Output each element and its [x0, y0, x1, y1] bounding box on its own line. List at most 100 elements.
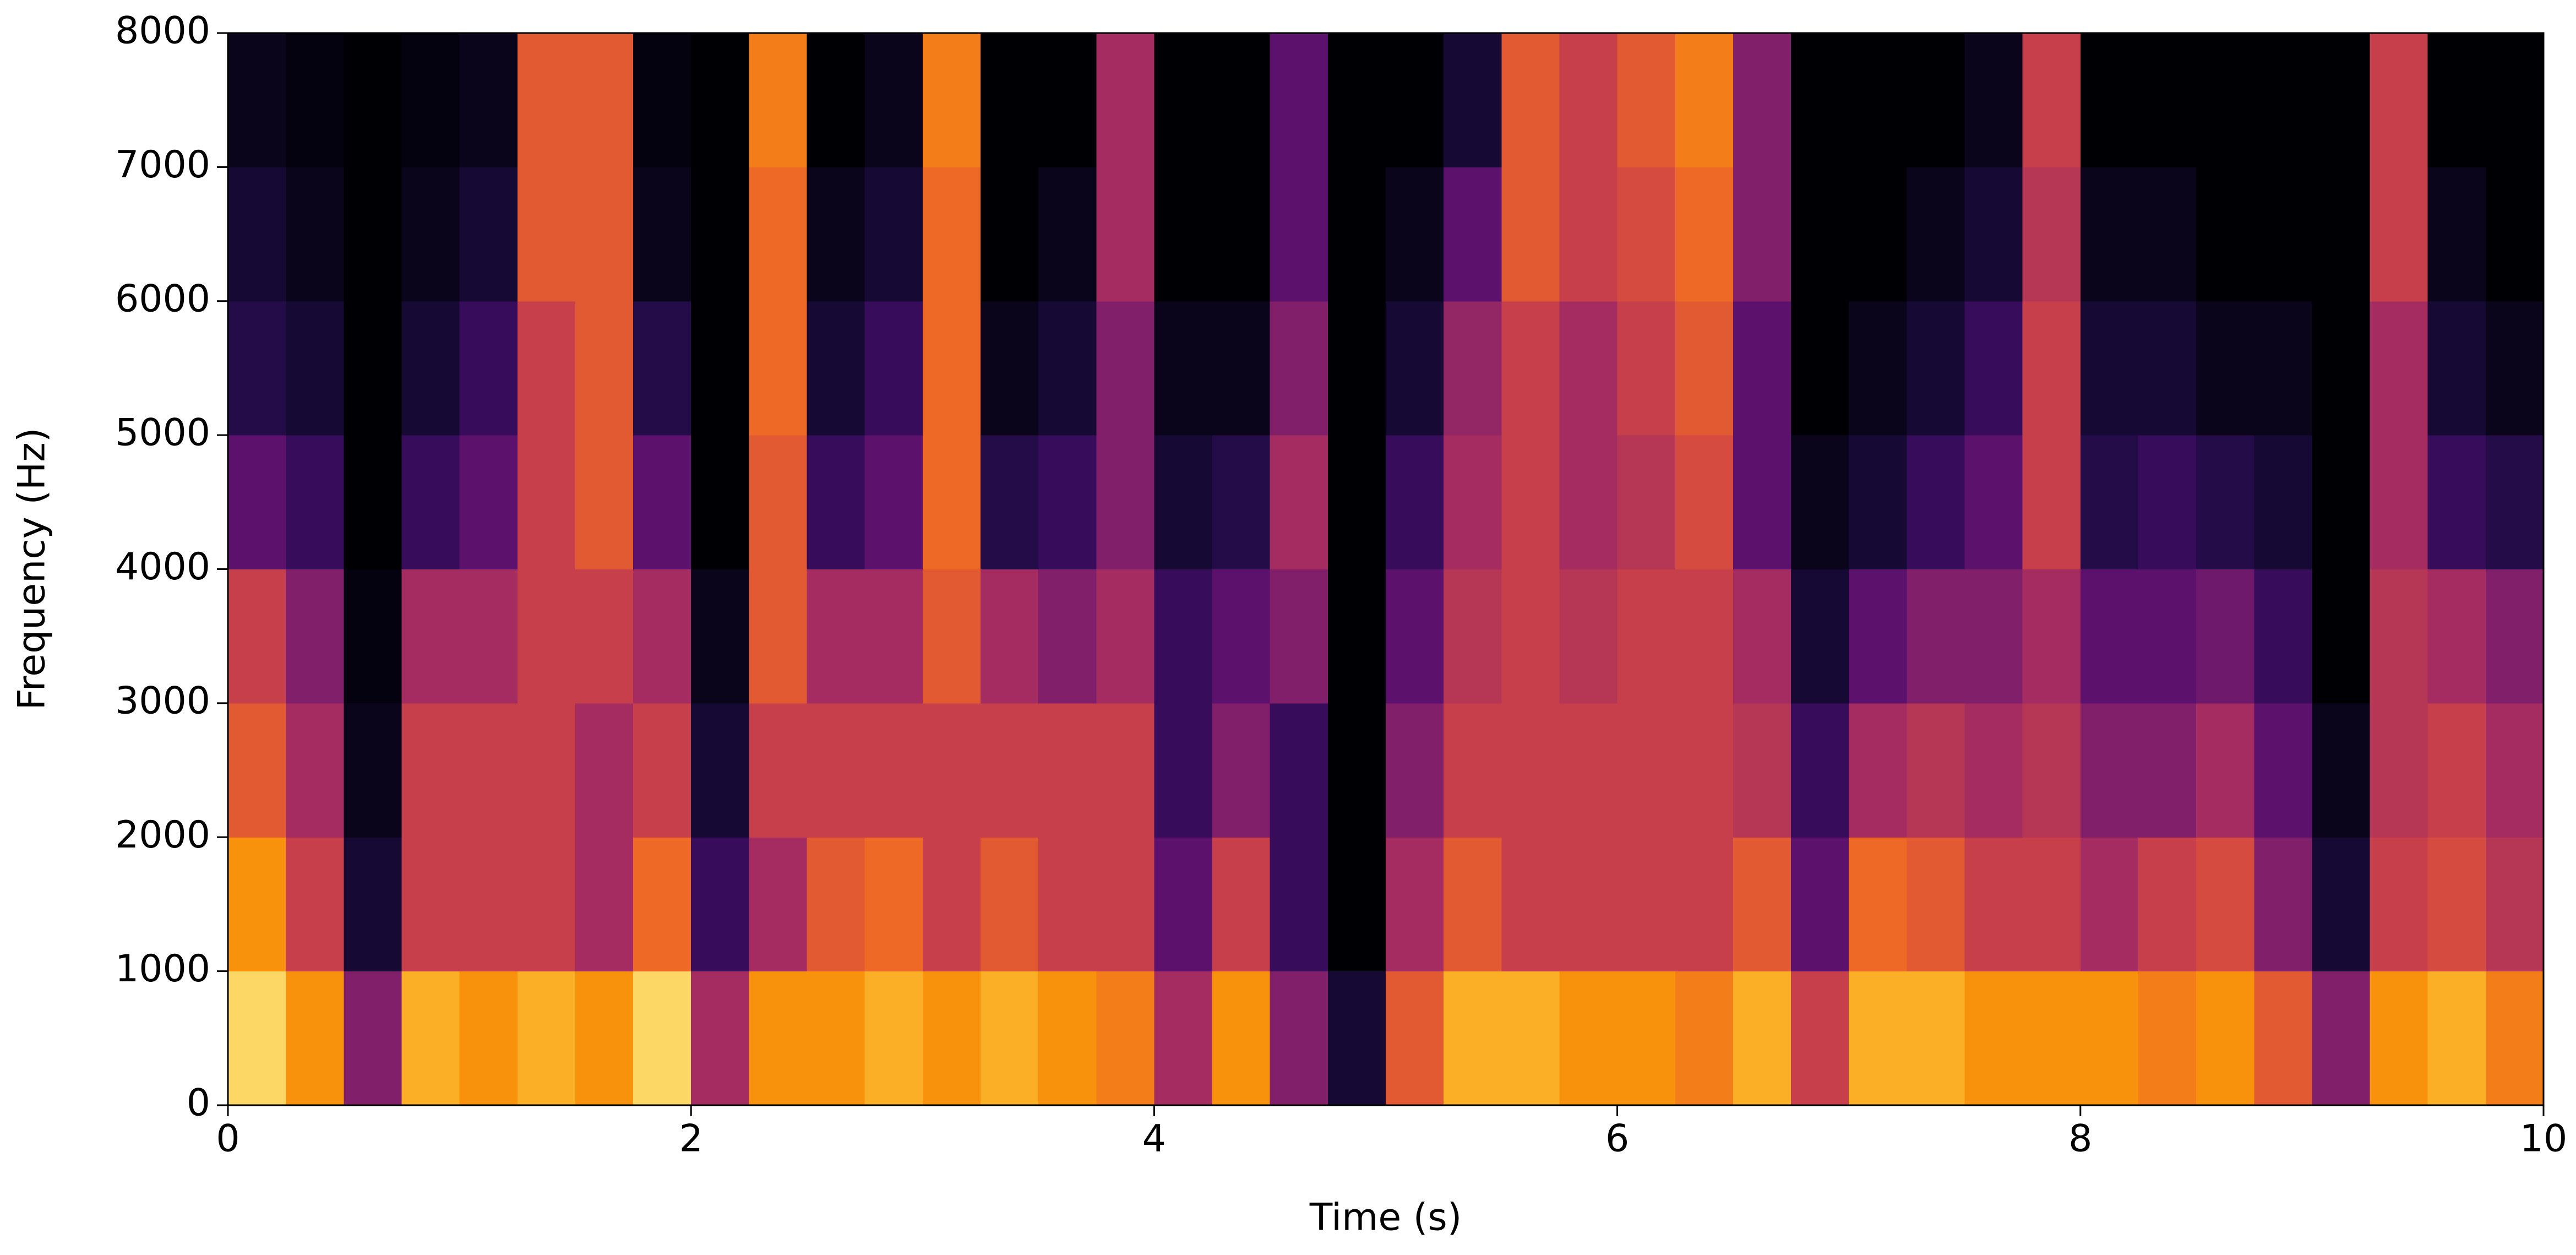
cell — [1212, 301, 1271, 436]
cell — [517, 167, 576, 302]
cell — [2080, 301, 2139, 436]
cell — [691, 837, 749, 972]
cell — [1964, 703, 2023, 838]
cell — [1444, 33, 1502, 167]
cell — [1675, 837, 1734, 972]
cell — [1791, 971, 1849, 1106]
cell — [1501, 703, 1560, 838]
cell — [1964, 435, 2023, 569]
cell — [1270, 703, 1328, 838]
cell — [1617, 837, 1676, 972]
cell — [575, 703, 634, 838]
cell — [1154, 167, 1213, 302]
cell — [2138, 33, 2197, 167]
cell — [922, 703, 981, 838]
cell — [517, 569, 576, 704]
cell — [1559, 569, 1618, 704]
cell — [1907, 33, 1965, 167]
cell — [228, 33, 286, 167]
cell — [1154, 703, 1213, 838]
cell — [2254, 703, 2312, 838]
cell — [1733, 33, 1791, 167]
cell — [1038, 167, 1097, 302]
cell — [459, 167, 518, 302]
cell — [2196, 971, 2254, 1106]
cell — [2485, 703, 2544, 838]
cell — [401, 703, 460, 838]
cell — [459, 971, 518, 1106]
cell — [517, 837, 576, 972]
cell — [2022, 703, 2081, 838]
cell — [2138, 971, 2197, 1106]
cell — [1617, 971, 1676, 1106]
cell — [1559, 301, 1618, 436]
cell — [691, 301, 749, 436]
cell — [633, 837, 691, 972]
cell — [1212, 435, 1271, 569]
cell — [459, 703, 518, 838]
cell — [807, 167, 865, 302]
cell — [749, 971, 807, 1106]
cell — [2312, 33, 2371, 167]
cell — [749, 703, 807, 838]
cell — [2254, 33, 2312, 167]
cell — [2427, 301, 2486, 436]
cell — [1444, 569, 1502, 704]
cell — [1096, 703, 1154, 838]
x-tick-label: 0 — [216, 1117, 239, 1161]
cell — [286, 703, 344, 838]
cell — [2080, 33, 2139, 167]
cell — [459, 435, 518, 569]
cell — [633, 569, 691, 704]
cell — [1270, 33, 1328, 167]
cell — [2022, 971, 2081, 1106]
cell — [980, 301, 1039, 436]
cell — [1617, 33, 1676, 167]
cell — [2022, 837, 2081, 972]
cell — [2485, 167, 2544, 302]
cell — [2196, 569, 2254, 704]
cell — [807, 33, 865, 167]
cell — [1675, 569, 1734, 704]
cell — [2254, 167, 2312, 302]
cell — [344, 569, 402, 704]
cell — [633, 971, 691, 1106]
cell — [1791, 33, 1849, 167]
cell — [2022, 435, 2081, 569]
cell — [2485, 837, 2544, 972]
cell — [575, 167, 634, 302]
y-tick-label: 0 — [187, 1082, 210, 1125]
cell — [1907, 837, 1965, 972]
cell — [2427, 569, 2486, 704]
cell — [1327, 435, 1386, 569]
cell — [1154, 971, 1213, 1106]
cell — [517, 435, 576, 569]
cell — [344, 703, 402, 838]
cell — [1501, 569, 1560, 704]
cell — [1675, 971, 1734, 1106]
cell — [459, 301, 518, 436]
cell — [2427, 971, 2486, 1106]
cell — [517, 33, 576, 167]
cell — [2485, 569, 2544, 704]
cell — [1791, 167, 1849, 302]
cell — [1849, 837, 1907, 972]
cell — [2022, 301, 2081, 436]
cell — [1096, 33, 1154, 167]
cell — [1270, 435, 1328, 569]
cell — [1849, 301, 1907, 436]
cell — [1791, 837, 1849, 972]
cell — [2138, 837, 2197, 972]
cell — [1096, 167, 1154, 302]
cell — [2370, 837, 2428, 972]
cell — [286, 435, 344, 569]
cell — [1907, 435, 1965, 569]
cell — [1327, 837, 1386, 972]
cell — [1617, 301, 1676, 436]
cell — [1907, 301, 1965, 436]
cell — [980, 837, 1039, 972]
cell — [1327, 569, 1386, 704]
cell — [1327, 703, 1386, 838]
cell — [807, 301, 865, 436]
